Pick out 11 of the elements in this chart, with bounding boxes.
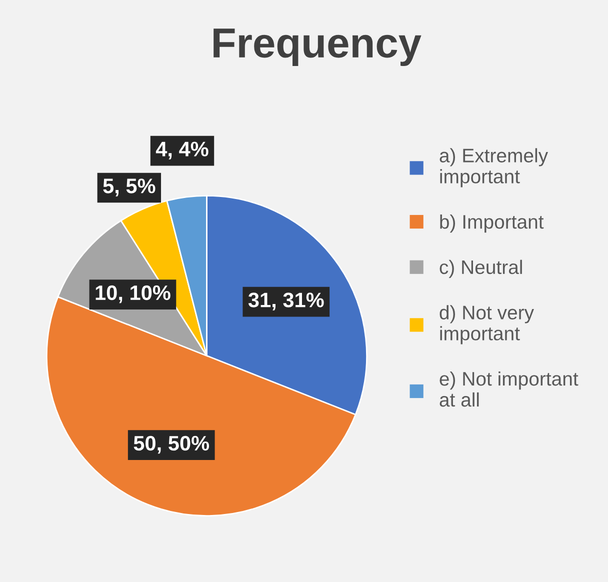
chart-title: Frequency [214, 28, 422, 66]
legend-label: c) Neutral [440, 260, 522, 278]
data-label: 10, 10% [96, 285, 170, 304]
legend-label: a) Extremely important [440, 148, 548, 188]
legend-label: b) Important [440, 214, 544, 233]
data-label: 5, 5% [103, 178, 156, 196]
data-label: 4, 4% [156, 142, 208, 160]
data-label: 50, 50% [134, 436, 210, 454]
data-label: 31, 31% [248, 292, 324, 310]
legend-label: e) Not important at all [440, 371, 578, 407]
legend-label: d) Not very important [440, 305, 534, 344]
